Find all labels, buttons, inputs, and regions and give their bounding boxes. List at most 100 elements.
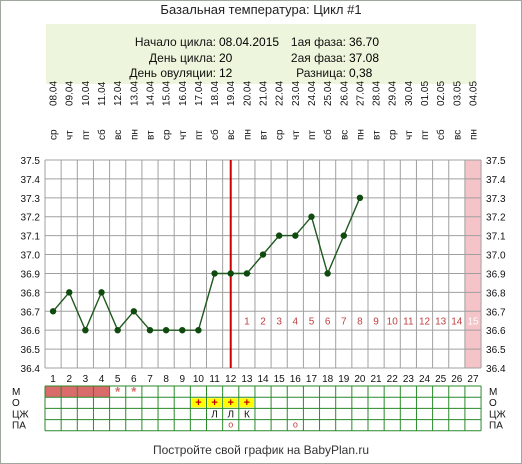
intercourse-mark: о [228, 420, 233, 430]
temperature-point [82, 326, 89, 334]
temperature-point [340, 232, 347, 239]
temperature-line [52, 197, 361, 332]
weekday-label: пт [194, 130, 205, 140]
weekday-label: сб [322, 129, 334, 140]
difference-label: Разница: [296, 66, 346, 80]
date-label: 03.05 [452, 81, 463, 106]
weekday-label: сб [435, 129, 447, 140]
date-label: 30.04 [404, 81, 415, 106]
row-label-right: ЦЖ [489, 409, 506, 420]
date-label: 20.04 [242, 81, 253, 106]
date-label: 24.04 [307, 81, 318, 106]
luteal-day-number: 10 [387, 317, 399, 328]
date-label: 16.04 [178, 81, 189, 106]
luteal-day-number: 5 [309, 317, 315, 328]
luteal-day-number: 7 [341, 317, 347, 328]
date-label: 04.05 [468, 81, 479, 106]
luteal-day-number: 8 [357, 317, 363, 328]
phase2-label: 2ая фаза: [290, 51, 346, 65]
y-tick-label-left: 36.5 [21, 345, 41, 356]
temperature-point [211, 270, 218, 277]
day-number: 21 [371, 374, 383, 385]
y-tick-label-left: 36.7 [21, 307, 41, 318]
day-number: 14 [257, 374, 269, 385]
ovulation-test-mark: + [228, 397, 234, 409]
luteal-day-number: 1 [244, 317, 250, 328]
temperature-point [275, 232, 283, 239]
date-label: 17.04 [194, 81, 205, 106]
weekday-label: ср [275, 129, 286, 140]
day-number: 15 [274, 374, 286, 385]
weekday-label: пн [355, 129, 366, 140]
day-number: 19 [338, 374, 350, 385]
cycle-info-panel: Начало цикла: День цикла: День овуляции:… [46, 24, 476, 84]
cycle-start-value: 08.04.2015 [219, 35, 280, 49]
date-label: 25.04 [323, 81, 334, 106]
day-number: 1 [50, 374, 56, 385]
weekday-label: ср [388, 129, 399, 140]
day-number: 8 [163, 374, 169, 385]
temperature-point [308, 213, 315, 220]
temperature-point [356, 194, 364, 202]
y-tick-label-left: 37.0 [21, 251, 41, 262]
day-number: 22 [387, 374, 399, 385]
temperature-point [49, 308, 57, 315]
cycle-day-value: 20 [219, 51, 233, 65]
ovulation-test-cell [207, 398, 222, 408]
y-tick-label-left: 36.4 [21, 364, 41, 375]
ovulation-test-mark: + [244, 397, 250, 409]
weekday-label: чт [404, 130, 415, 140]
temperature-point [243, 270, 251, 277]
temperature-point [179, 326, 186, 334]
y-tick-label-right: 36.6 [486, 326, 506, 337]
weekday-label: пт [307, 130, 318, 140]
y-tick-label-left: 37.1 [21, 232, 41, 243]
temperature-point [195, 326, 202, 334]
luteal-day-number: 11 [403, 317, 414, 328]
cycle-start-label: Начало цикла: [134, 35, 216, 49]
weekday-label: вс [452, 130, 463, 140]
intercourse-mark: о [293, 420, 298, 430]
day-number: 2 [66, 374, 72, 385]
day-number: 25 [435, 374, 447, 385]
date-label: 14.04 [145, 81, 156, 106]
y-tick-label-right: 36.8 [486, 288, 506, 299]
day-number: 24 [419, 374, 431, 385]
date-label: 28.04 [372, 81, 383, 106]
date-label: 27.04 [355, 81, 366, 106]
menstruation-cell [93, 386, 110, 398]
luteal-day-number: 9 [373, 317, 379, 328]
day-number: 12 [225, 374, 237, 385]
luteal-day-number: 3 [276, 317, 282, 328]
cervical-mucus-mark: К [244, 409, 250, 420]
weekday-label: сб [96, 129, 108, 140]
phase1-label: 1ая фаза: [290, 35, 346, 49]
y-tick-label-left: 37.2 [21, 213, 41, 224]
weekday-label: чт [291, 130, 302, 140]
day-number: 23 [403, 374, 415, 385]
row-label-left: ЦЖ [12, 409, 29, 420]
y-tick-label-right: 37.1 [486, 232, 506, 243]
temperature-point [324, 270, 331, 277]
menstruation-cell [45, 386, 62, 398]
date-label: 29.04 [388, 81, 399, 106]
weekday-label: вс [226, 130, 237, 140]
date-label: 09.04 [65, 81, 76, 106]
weekday-label: вт [145, 130, 156, 140]
date-label: 22.04 [275, 81, 286, 106]
spotting-mark: * [115, 384, 121, 399]
temperature-point [130, 308, 138, 315]
weekday-label: сб [209, 129, 221, 140]
day-number: 5 [115, 374, 121, 385]
weekday-label: чт [178, 130, 189, 140]
weekday-label: ср [49, 129, 60, 140]
phase2-value: 37.08 [349, 51, 380, 65]
luteal-day-number: 4 [293, 317, 299, 328]
weekday-label: пт [420, 130, 431, 140]
y-tick-label-right: 37.2 [486, 213, 506, 224]
y-tick-label-right: 36.7 [486, 307, 506, 318]
row-label-left: О [12, 398, 20, 409]
cervical-mucus-mark: Л [227, 409, 234, 420]
day-number: 16 [290, 374, 302, 385]
